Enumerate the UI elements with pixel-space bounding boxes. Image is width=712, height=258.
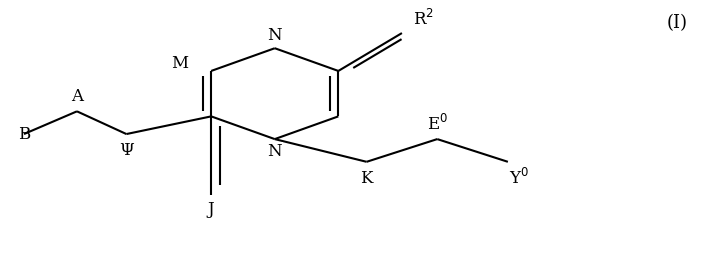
Text: N: N <box>268 143 282 160</box>
Text: J: J <box>208 201 214 218</box>
Text: Y$^0$: Y$^0$ <box>508 168 528 188</box>
Text: A: A <box>71 88 83 105</box>
Text: R$^2$: R$^2$ <box>413 9 434 29</box>
Text: N: N <box>268 27 282 44</box>
Text: E$^0$: E$^0$ <box>426 114 448 134</box>
Text: M: M <box>171 55 188 72</box>
Text: (I): (I) <box>667 14 688 32</box>
Text: K: K <box>360 170 373 187</box>
Text: B: B <box>18 126 30 143</box>
Text: Ψ: Ψ <box>119 142 134 159</box>
